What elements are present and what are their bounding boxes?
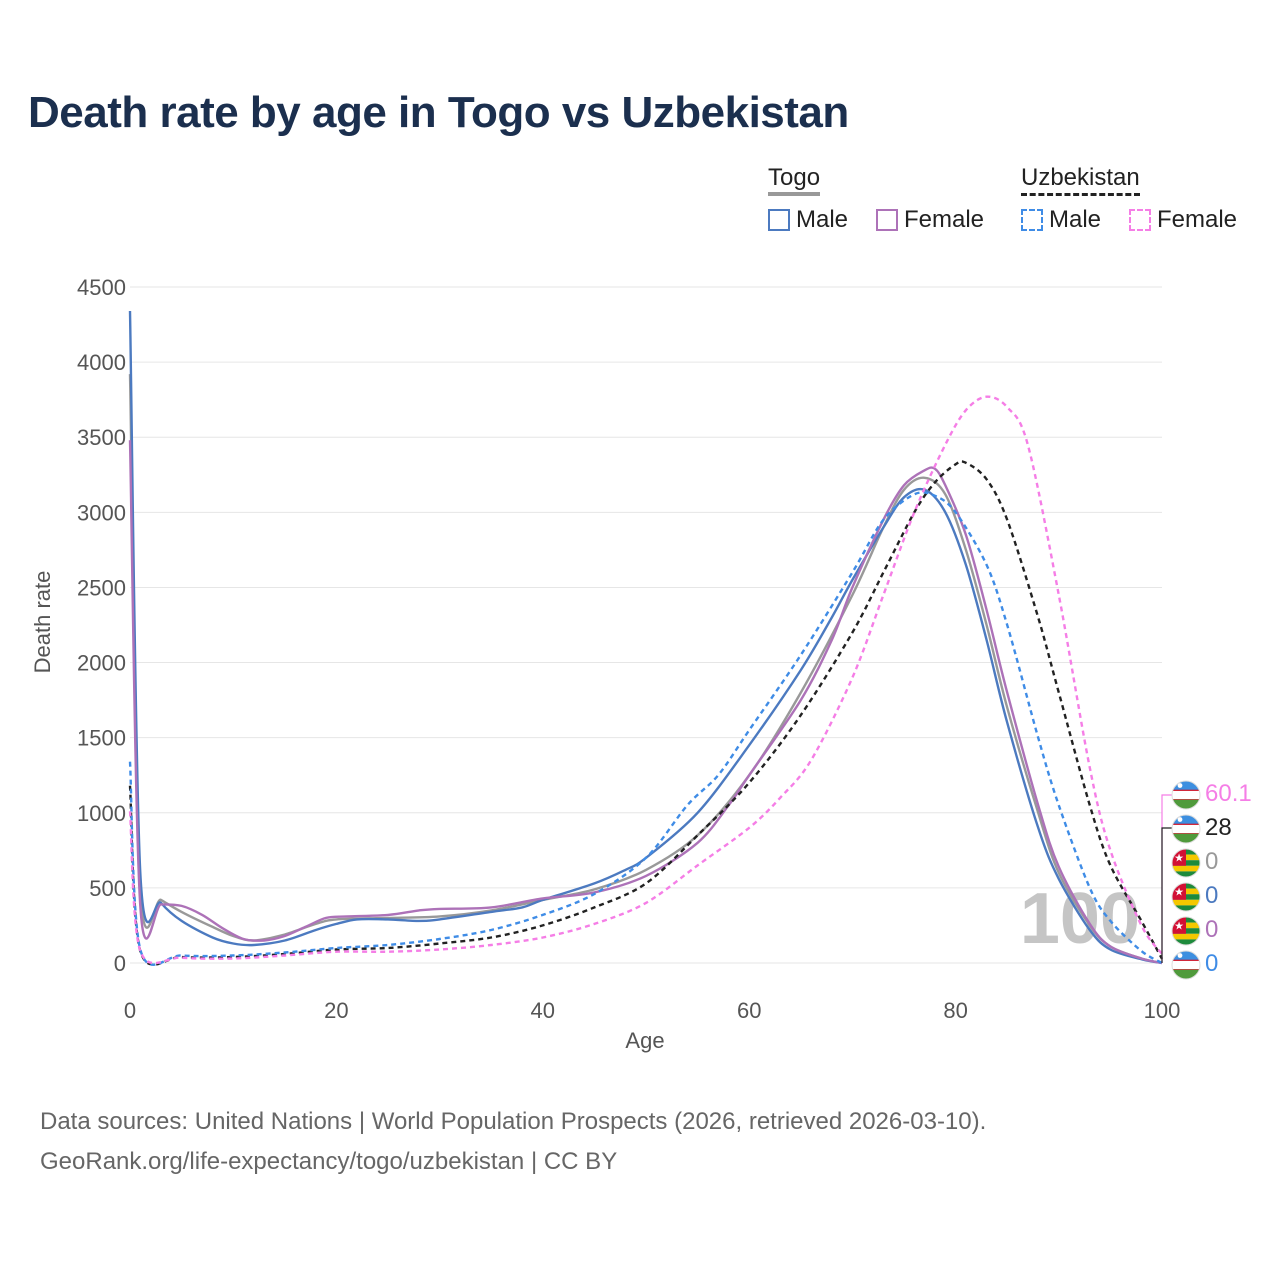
legend-group-togo-underline <box>768 192 821 196</box>
x-tick-label: 40 <box>531 998 555 1023</box>
legend-label-uzbekistan-female: Female <box>1157 206 1238 233</box>
x-tick-label: 60 <box>737 998 761 1023</box>
y-tick-label: 4500 <box>77 275 126 300</box>
end-label-value: 28 <box>1205 814 1232 841</box>
legend-swatch-uzbekistan-male <box>1021 209 1043 231</box>
x-tick-label: 80 <box>943 998 967 1023</box>
legend-swatch-uzbekistan-female <box>1129 209 1151 231</box>
y-tick-label: 1500 <box>77 726 126 751</box>
y-tick-label: 2500 <box>77 575 126 600</box>
y-tick-label: 1000 <box>77 801 126 826</box>
source-line-2[interactable]: GeoRank.org/life-expectancy/togo/uzbekis… <box>40 1148 618 1175</box>
uzbekistan-flag-icon <box>1171 950 1201 980</box>
legend-group-uzbekistan[interactable]: Uzbekistan <box>1021 164 1140 196</box>
togo-flag-icon: ★ <box>1171 848 1201 878</box>
x-tick-label: 100 <box>1144 998 1181 1023</box>
end-label: 0 <box>1171 950 1218 980</box>
legend-group-uzbekistan-label: Uzbekistan <box>1021 164 1140 191</box>
end-label: ★ 0 <box>1171 848 1218 878</box>
y-tick-label: 500 <box>89 876 126 901</box>
uzbekistan-flag-icon <box>1171 814 1201 844</box>
death-rate-chart: 100 050010001500200025003000350040004500… <box>30 275 1252 1053</box>
series-line-togo-total[interactable] <box>128 374 1163 965</box>
y-tick-label: 2000 <box>77 651 126 676</box>
series-line-uzbekistan-total[interactable] <box>128 460 1164 966</box>
end-labels: 60.128★ 0★ 0★ 00 <box>1161 780 1252 980</box>
legend-swatch-togo-female <box>876 209 898 231</box>
series-line-uzbekistan-female[interactable] <box>128 395 1163 965</box>
togo-flag-icon: ★ <box>1171 916 1201 946</box>
axes: 0 500 1000 1500 2000 2500 3000 3500 4000 4500 0 20 4… <box>77 275 1180 1023</box>
svg-text:★: ★ <box>1174 853 1184 865</box>
x-tick-label: 0 <box>124 998 136 1023</box>
y-axis-label: Death rate <box>30 571 55 674</box>
togo-flag-icon: ★ <box>1171 882 1201 912</box>
legend-group-togo[interactable]: Togo <box>768 164 821 196</box>
legend-group-uzbekistan-underline <box>1021 193 1140 196</box>
end-label-value: 0 <box>1205 848 1218 875</box>
y-tick-label: 3500 <box>77 425 126 450</box>
series-line-uzbekistan-male[interactable] <box>128 491 1163 966</box>
legend-item-togo-female[interactable]: Female <box>876 206 984 234</box>
source-line-1: Data sources: United Nations | World Pop… <box>40 1108 987 1135</box>
grid <box>130 286 1162 964</box>
end-label-connector <box>1161 794 1172 963</box>
y-tick-label: 0 <box>114 951 126 976</box>
legend-item-uzbekistan-female[interactable]: Female <box>1129 206 1237 234</box>
series-line-togo-male[interactable] <box>128 310 1163 965</box>
end-label-connector <box>1161 827 1172 963</box>
x-tick-label: 20 <box>324 998 348 1023</box>
legend-swatch-togo-male <box>768 209 790 231</box>
end-label-value: 0 <box>1205 916 1218 943</box>
end-label: 60.1 <box>1171 780 1252 810</box>
series-line-togo-female[interactable] <box>128 440 1163 965</box>
legend-label-togo-female: Female <box>904 206 985 233</box>
page-title: Death rate by age in Togo vs Uzbekistan <box>28 88 849 137</box>
end-label-value: 0 <box>1205 950 1218 977</box>
end-label-value: 60.1 <box>1205 780 1252 807</box>
age-watermark: 100 <box>1020 879 1140 959</box>
svg-text:★: ★ <box>1174 921 1184 933</box>
legend-item-togo-male[interactable]: Male <box>768 206 848 234</box>
y-tick-label: 3000 <box>77 500 126 525</box>
legend-group-togo-label: Togo <box>768 164 821 191</box>
x-axis-label: Age <box>625 1028 664 1053</box>
y-tick-label: 4000 <box>77 350 126 375</box>
end-label: ★ 0 <box>1171 882 1218 912</box>
svg-text:★: ★ <box>1174 887 1184 899</box>
uzbekistan-flag-icon <box>1171 780 1201 810</box>
legend-label-togo-male: Male <box>796 206 849 233</box>
end-label: ★ 0 <box>1171 916 1218 946</box>
legend-item-uzbekistan-male[interactable]: Male <box>1021 206 1101 234</box>
legend-label-uzbekistan-male: Male <box>1049 206 1102 233</box>
series-lines <box>128 310 1164 966</box>
end-label: 28 <box>1171 814 1232 844</box>
end-label-value: 0 <box>1205 882 1218 909</box>
